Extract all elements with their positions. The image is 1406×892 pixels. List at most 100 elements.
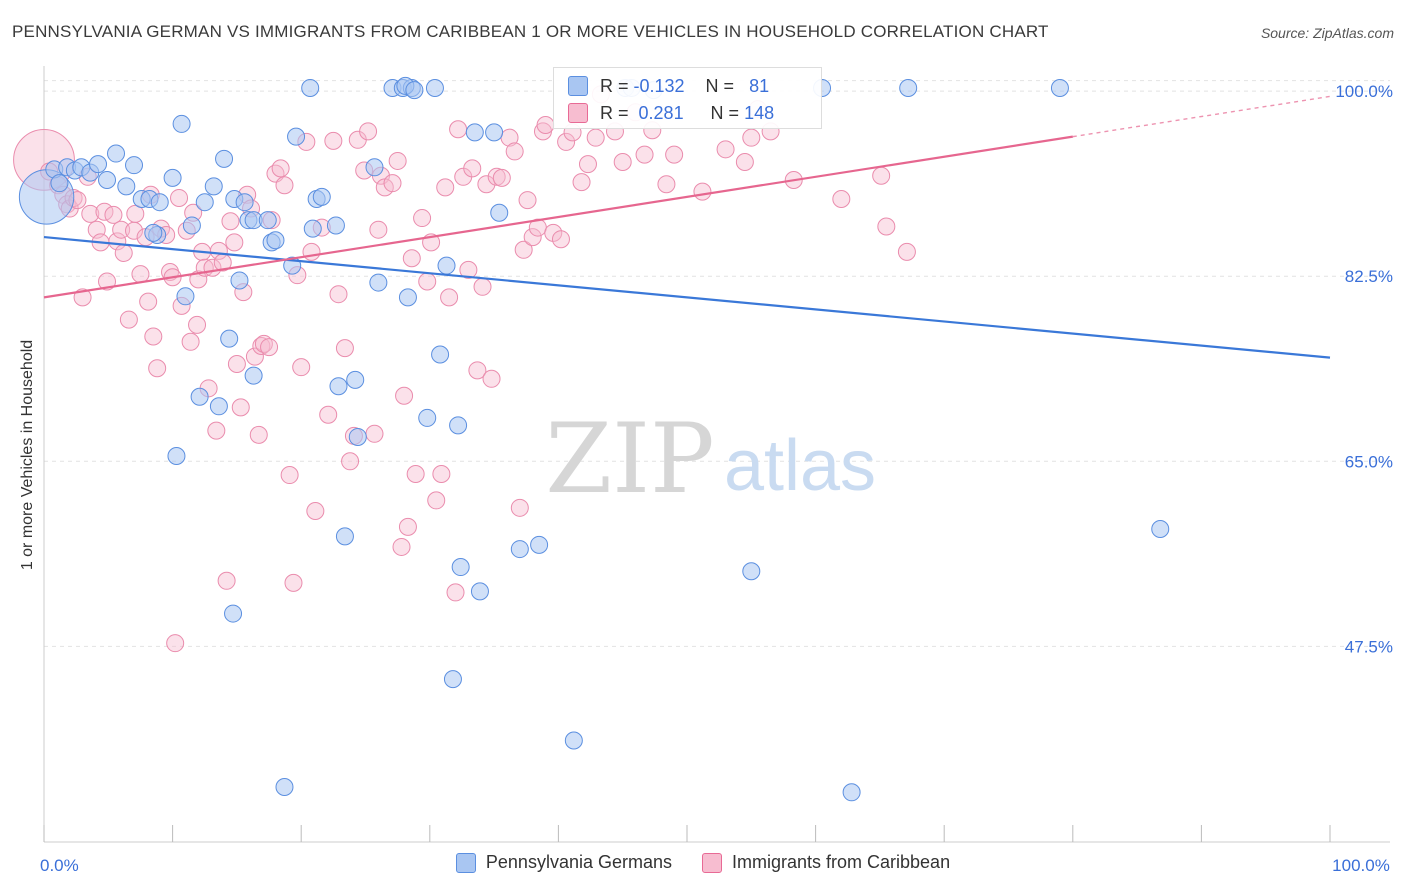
point-caribbean bbox=[735, 153, 754, 172]
point-pennsylvania bbox=[235, 193, 254, 212]
r-label: R = bbox=[600, 102, 629, 123]
point-caribbean bbox=[341, 452, 360, 471]
watermark-atlas: atlas bbox=[724, 426, 876, 506]
point-caribbean bbox=[402, 249, 421, 268]
point-pennsylvania bbox=[490, 203, 509, 222]
point-caribbean bbox=[657, 175, 676, 194]
point-pennsylvania bbox=[230, 271, 249, 290]
point-caribbean bbox=[119, 310, 138, 329]
point-caribbean bbox=[207, 421, 226, 440]
point-caribbean bbox=[418, 272, 437, 291]
point-pennsylvania bbox=[182, 216, 201, 235]
trend-line-extension bbox=[1072, 95, 1331, 138]
point-caribbean bbox=[832, 190, 851, 209]
point-caribbean bbox=[436, 178, 455, 197]
point-caribbean bbox=[245, 347, 264, 366]
point-pennsylvania bbox=[215, 149, 234, 168]
point-caribbean bbox=[635, 145, 654, 164]
tick-labels: 100.0% 82.5% 65.0% 47.5% 0.0% 100.0% bbox=[40, 82, 1393, 875]
point-pennsylvania bbox=[329, 377, 348, 396]
y-tick-label: 100.0% bbox=[1335, 82, 1393, 101]
point-caribbean bbox=[427, 491, 446, 510]
point-caribbean bbox=[536, 115, 555, 134]
point-caribbean bbox=[473, 277, 492, 296]
point-pennsylvania bbox=[510, 540, 529, 559]
blue-swatch-icon bbox=[455, 852, 476, 873]
point-pennsylvania bbox=[348, 427, 367, 446]
point-pennsylvania bbox=[266, 231, 285, 250]
point-caribbean bbox=[275, 176, 294, 195]
point-caribbean bbox=[108, 232, 127, 251]
r-value: 0.281 bbox=[638, 102, 684, 123]
point-caribbean bbox=[613, 153, 632, 172]
point-caribbean bbox=[217, 571, 236, 590]
point-caribbean bbox=[284, 573, 303, 592]
point-pennsylvania bbox=[842, 783, 861, 802]
point-caribbean bbox=[189, 270, 208, 289]
point-pennsylvania bbox=[530, 535, 549, 554]
point-pennsylvania bbox=[369, 273, 388, 292]
point-pennsylvania bbox=[451, 558, 470, 577]
x-tick-label: 0.0% bbox=[40, 856, 79, 875]
y-tick-label: 82.5% bbox=[1345, 267, 1393, 286]
point-caribbean bbox=[365, 424, 384, 443]
chart-title: PENNSYLVANIA GERMAN VS IMMIGRANTS FROM C… bbox=[12, 22, 1049, 41]
point-pennsylvania bbox=[485, 123, 504, 142]
x-tick-label: 100.0% bbox=[1332, 856, 1390, 875]
point-caribbean bbox=[518, 191, 537, 210]
point-caribbean bbox=[144, 327, 163, 346]
point-caribbean bbox=[383, 174, 402, 193]
blue-swatch-icon bbox=[568, 76, 588, 96]
pink-swatch-icon bbox=[568, 103, 588, 123]
point-caribbean bbox=[252, 337, 271, 356]
point-caribbean bbox=[449, 120, 468, 139]
point-pennsylvania bbox=[195, 193, 214, 212]
point-caribbean bbox=[170, 188, 189, 207]
point-caribbean bbox=[459, 260, 478, 279]
point-pennsylvania bbox=[470, 582, 489, 601]
point-pennsylvania bbox=[326, 216, 345, 235]
point-caribbean bbox=[139, 292, 158, 311]
trend-lines bbox=[43, 95, 1331, 359]
point-caribbean bbox=[73, 288, 92, 307]
point-pennsylvania bbox=[365, 158, 384, 177]
legend-item-caribbean[interactable]: Immigrants from Caribbean bbox=[702, 852, 950, 873]
point-pennsylvania bbox=[275, 778, 294, 797]
legend-item-pennsylvania[interactable]: Pennsylvania Germans bbox=[455, 852, 672, 873]
point-pennsylvania bbox=[98, 170, 117, 189]
point-caribbean bbox=[505, 142, 524, 161]
n-label: N = bbox=[705, 75, 735, 96]
point-pennsylvania bbox=[1050, 78, 1069, 97]
point-caribbean bbox=[872, 166, 891, 185]
point-caribbean bbox=[319, 405, 338, 424]
point-pennsylvania bbox=[564, 731, 583, 750]
y-tick-label: 65.0% bbox=[1345, 452, 1393, 471]
point-caribbean bbox=[544, 223, 563, 242]
axes-layer bbox=[43, 66, 1390, 843]
watermark-zip: ZIP bbox=[545, 403, 714, 515]
point-pennsylvania bbox=[425, 78, 444, 97]
point-caribbean bbox=[388, 151, 407, 170]
point-caribbean bbox=[406, 464, 425, 483]
point-caribbean bbox=[395, 386, 414, 405]
point-caribbean bbox=[446, 583, 465, 602]
point-caribbean bbox=[463, 159, 482, 178]
point-caribbean bbox=[324, 131, 343, 150]
point-caribbean bbox=[231, 398, 250, 417]
point-pennsylvania bbox=[172, 114, 191, 133]
point-caribbean bbox=[693, 182, 712, 201]
point-pennsylvania bbox=[204, 177, 223, 196]
point-pennsylvania bbox=[125, 156, 144, 175]
point-caribbean bbox=[221, 212, 240, 231]
point-caribbean bbox=[271, 159, 290, 178]
point-caribbean bbox=[126, 204, 145, 223]
series-pennsylvania-points bbox=[18, 76, 1170, 802]
point-caribbean bbox=[280, 466, 299, 485]
point-caribbean bbox=[148, 359, 167, 378]
point-caribbean bbox=[292, 358, 311, 377]
point-caribbean bbox=[181, 332, 200, 351]
point-pennsylvania bbox=[335, 527, 354, 546]
grid-layer bbox=[44, 80, 1390, 647]
legend-label: Immigrants from Caribbean bbox=[732, 852, 951, 872]
point-caribbean bbox=[665, 145, 684, 164]
